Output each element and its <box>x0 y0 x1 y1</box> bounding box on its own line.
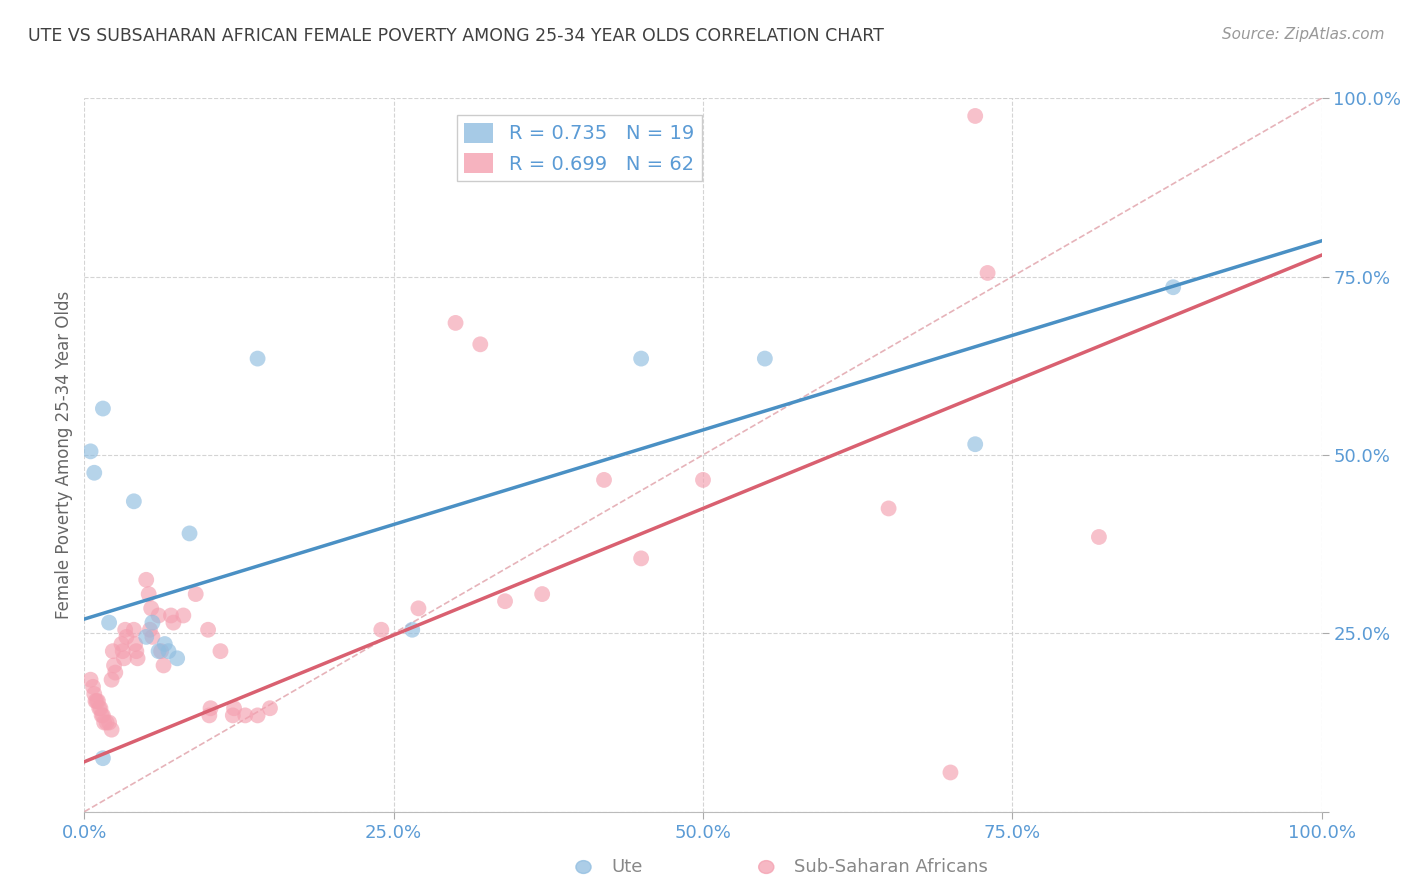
Point <box>96 715 118 730</box>
Point <box>877 501 900 516</box>
Point <box>127 651 149 665</box>
Point <box>494 594 516 608</box>
Point <box>138 587 160 601</box>
Point <box>153 637 176 651</box>
Point <box>1161 280 1184 294</box>
Point <box>233 708 256 723</box>
Point <box>259 701 281 715</box>
Point <box>593 473 616 487</box>
Text: Ute: Ute <box>612 858 643 876</box>
Point <box>965 109 987 123</box>
Text: UTE VS SUBSAHARAN AFRICAN FEMALE POVERTY AMONG 25-34 YEAR OLDS CORRELATION CHART: UTE VS SUBSAHARAN AFRICAN FEMALE POVERTY… <box>28 27 884 45</box>
Point <box>90 708 112 723</box>
Point <box>112 651 135 665</box>
Point <box>222 701 245 715</box>
Point <box>98 715 121 730</box>
Point <box>87 694 110 708</box>
Point <box>91 751 114 765</box>
Point <box>152 658 174 673</box>
Point <box>198 708 221 723</box>
Point <box>104 665 127 680</box>
Point <box>141 615 163 630</box>
Point <box>160 608 183 623</box>
Point <box>135 630 157 644</box>
Point <box>148 608 170 623</box>
Point <box>135 573 157 587</box>
Point <box>111 644 134 658</box>
Point <box>141 630 163 644</box>
Text: Source: ZipAtlas.com: Source: ZipAtlas.com <box>1222 27 1385 42</box>
Point <box>122 623 145 637</box>
Point <box>162 615 184 630</box>
Point <box>91 708 114 723</box>
Point <box>1088 530 1111 544</box>
Point <box>197 623 219 637</box>
Point <box>370 623 392 637</box>
Point <box>531 587 554 601</box>
Point <box>965 437 987 451</box>
Point <box>110 637 132 651</box>
Point <box>630 551 652 566</box>
Point <box>754 351 776 366</box>
Point <box>79 444 101 458</box>
Point <box>179 526 201 541</box>
Point <box>101 644 124 658</box>
Point <box>103 658 125 673</box>
Point <box>222 708 245 723</box>
Point <box>79 673 101 687</box>
Point <box>939 765 962 780</box>
Point <box>408 601 430 615</box>
Point <box>82 680 104 694</box>
Point <box>246 708 269 723</box>
Point <box>401 623 423 637</box>
Point <box>83 687 105 701</box>
Point <box>100 723 122 737</box>
Point <box>692 473 714 487</box>
Point <box>86 694 108 708</box>
Point <box>150 644 173 658</box>
Point <box>89 701 111 715</box>
Point <box>166 651 188 665</box>
Point <box>115 630 138 644</box>
Legend: R = 0.735   N = 19, R = 0.699   N = 62: R = 0.735 N = 19, R = 0.699 N = 62 <box>457 115 702 181</box>
Point <box>209 644 232 658</box>
Point <box>124 637 146 651</box>
Y-axis label: Female Poverty Among 25-34 Year Olds: Female Poverty Among 25-34 Year Olds <box>55 291 73 619</box>
Text: Sub-Saharan Africans: Sub-Saharan Africans <box>794 858 988 876</box>
Point <box>93 715 115 730</box>
Point <box>100 673 122 687</box>
Point <box>976 266 998 280</box>
Point <box>98 615 121 630</box>
Point <box>141 601 163 615</box>
Point <box>157 644 180 658</box>
Point <box>125 644 148 658</box>
Point <box>139 623 162 637</box>
Point <box>630 351 652 366</box>
Point <box>200 701 222 715</box>
Point <box>470 337 492 351</box>
Point <box>114 623 136 637</box>
Point <box>83 466 105 480</box>
Point <box>148 644 170 658</box>
Point <box>91 401 114 416</box>
Point <box>89 701 111 715</box>
Point <box>246 351 269 366</box>
Point <box>122 494 145 508</box>
Point <box>444 316 467 330</box>
Point <box>184 587 207 601</box>
Point <box>84 694 107 708</box>
Point <box>172 608 194 623</box>
